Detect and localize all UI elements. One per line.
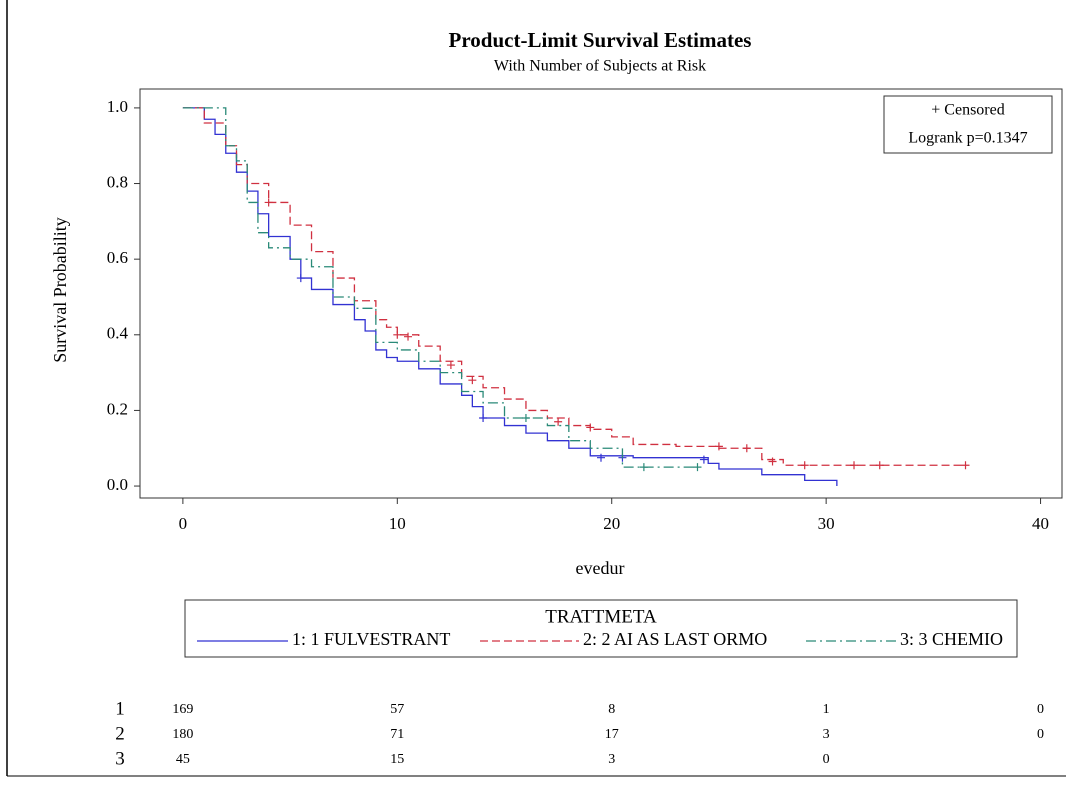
censor-mark [800, 461, 809, 470]
censor-mark [597, 453, 605, 462]
chart-subtitle: With Number of Subjects at Risk [494, 58, 706, 75]
at-risk-count: 0 [1037, 702, 1044, 717]
x-axis-label: evedur [576, 558, 625, 578]
y-tick-label: 0.2 [107, 399, 128, 418]
censor-mark [479, 413, 488, 422]
censor-mark [468, 376, 477, 385]
censor-mark [875, 461, 884, 470]
legend-title: TRATTMETA [545, 606, 657, 627]
y-tick-label: 0.4 [107, 324, 129, 343]
censor-mark [699, 455, 708, 464]
legend-label: 1: 1 FULVESTRANT [292, 629, 450, 649]
censor-mark [639, 463, 648, 472]
y-tick-label: 1.0 [107, 97, 128, 116]
y-axis-label: Survival Probability [50, 217, 70, 363]
censor-mark [521, 413, 530, 422]
inset-box [883, 95, 1053, 154]
x-tick-label: 0 [179, 514, 188, 533]
inset-text: Logrank p=0.1347 [908, 130, 1027, 147]
x-tick-label: 10 [389, 514, 406, 533]
y-tick-label: 0.8 [107, 172, 128, 191]
x-tick-label: 20 [603, 514, 620, 533]
censor-mark [586, 423, 595, 432]
at-risk-row-label: 1 [115, 698, 125, 719]
survival-curve [182, 107, 838, 487]
at-risk-count: 8 [608, 702, 615, 717]
at-risk-count: 15 [390, 752, 404, 767]
censor-mark [961, 461, 970, 470]
at-risk-count: 3 [823, 727, 830, 742]
at-risk-count: 3 [608, 752, 615, 767]
survival-curve [182, 107, 698, 468]
x-tick-label: 40 [1032, 514, 1049, 533]
legend-label: 2: 2 AI AS LAST ORMO [583, 629, 767, 649]
censor-mark [446, 361, 455, 370]
legend-label: 3: 3 CHEMIO [900, 629, 1003, 649]
censor-mark [393, 330, 402, 339]
inset-text: + Censored [931, 102, 1004, 119]
legend-box [184, 599, 1018, 658]
censor-mark [554, 417, 563, 426]
at-risk-count: 0 [823, 752, 830, 767]
x-tick-label: 30 [818, 514, 835, 533]
at-risk-row-label: 3 [115, 748, 125, 769]
y-tick-label: 0.6 [107, 248, 128, 267]
at-risk-count: 180 [172, 727, 193, 742]
at-risk-count: 57 [390, 702, 404, 717]
plot-frame [139, 88, 1063, 499]
censor-mark [264, 198, 273, 207]
at-risk-row-label: 2 [115, 723, 125, 744]
at-risk-count: 17 [605, 727, 619, 742]
censor-mark [742, 444, 751, 453]
at-risk-count: 0 [1037, 727, 1044, 742]
y-tick-label: 0.0 [107, 475, 128, 494]
chart-title: Product-Limit Survival Estimates [449, 28, 752, 52]
censor-mark [693, 463, 702, 472]
at-risk-count: 169 [172, 702, 193, 717]
censor-mark [404, 332, 413, 341]
survival-curve [182, 107, 966, 466]
at-risk-count: 71 [390, 727, 404, 742]
censor-mark [850, 461, 859, 470]
censor-mark [714, 442, 723, 451]
censor-mark [768, 457, 777, 466]
at-risk-count: 1 [823, 702, 830, 717]
censor-mark [296, 274, 305, 283]
at-risk-count: 45 [176, 752, 190, 767]
